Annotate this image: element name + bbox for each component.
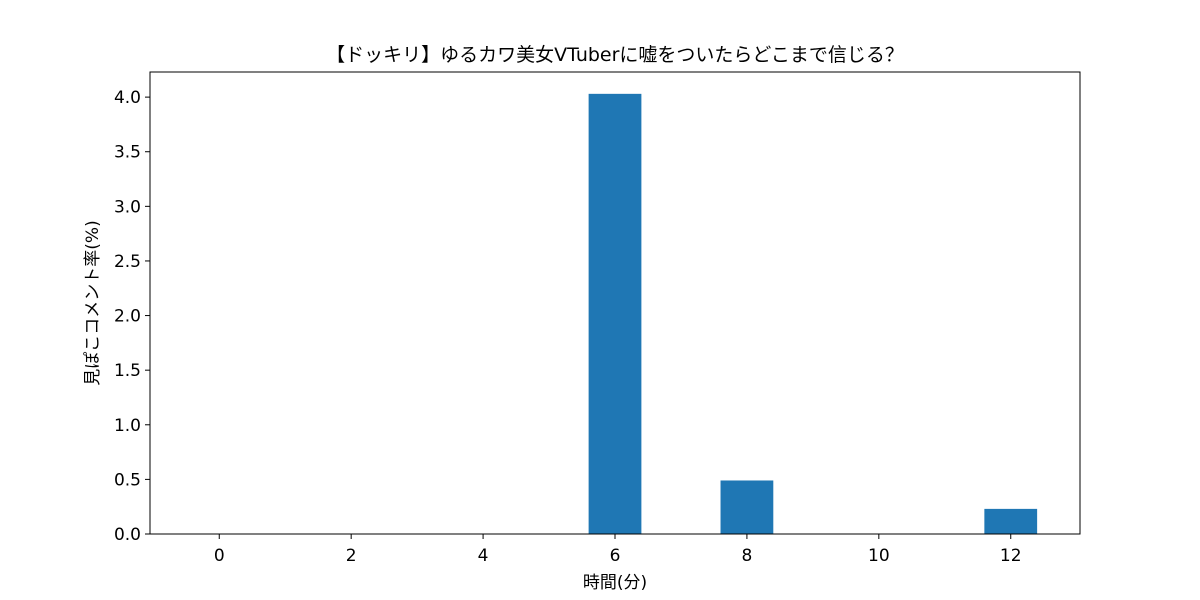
bar-6 xyxy=(589,94,642,534)
x-axis: 0 2 4 6 8 10 12 xyxy=(214,534,1022,566)
y-tick-label: 0.0 xyxy=(114,525,141,545)
x-axis-label: 時間(分) xyxy=(583,573,647,593)
y-axis: 0.0 0.5 1.0 1.5 2.0 2.5 3.0 3.5 4.0 xyxy=(114,88,150,545)
y-tick-label: 2.0 xyxy=(114,307,141,327)
y-axis-label: 見ぽこコメント率(%) xyxy=(83,220,103,385)
x-tick-label: 2 xyxy=(346,546,357,566)
x-tick-label: 12 xyxy=(1000,546,1022,566)
x-tick-label: 4 xyxy=(478,546,489,566)
bar-8 xyxy=(721,480,774,534)
y-tick-label: 3.5 xyxy=(114,143,141,163)
bar-12 xyxy=(984,509,1037,534)
bars-group xyxy=(589,94,1038,534)
x-tick-label: 10 xyxy=(868,546,890,566)
y-tick-label: 1.0 xyxy=(114,416,141,436)
chart-title: 【ドッキリ】ゆるカワ美女VTuberに嘘をついたらどこまで信じる？ xyxy=(326,44,904,66)
y-tick-label: 2.5 xyxy=(114,252,141,272)
x-tick-label: 0 xyxy=(214,546,225,566)
y-tick-label: 0.5 xyxy=(114,470,141,490)
x-tick-label: 6 xyxy=(610,546,621,566)
y-tick-label: 3.0 xyxy=(114,197,141,217)
y-tick-label: 1.5 xyxy=(114,361,141,381)
y-tick-label: 4.0 xyxy=(114,88,141,108)
x-tick-label: 8 xyxy=(742,546,753,566)
